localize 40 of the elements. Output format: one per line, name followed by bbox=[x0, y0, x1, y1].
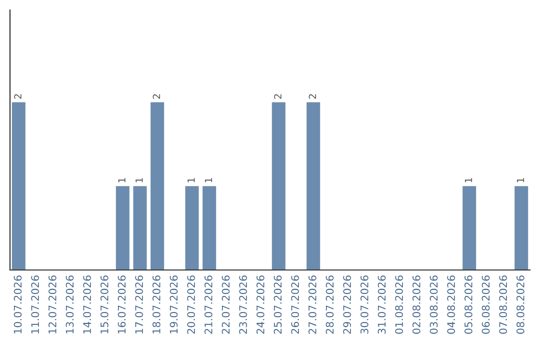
x-tick-label: 25.07.2026 bbox=[274, 276, 282, 334]
x-tick-label: 05.08.2026 bbox=[464, 276, 472, 334]
x-tick-label: 31.07.2026 bbox=[378, 276, 386, 334]
x-tick-label: 10.07.2026 bbox=[14, 276, 22, 334]
x-tick-label: 11.07.2026 bbox=[31, 276, 40, 334]
x-tick-label: 30.07.2026 bbox=[360, 276, 368, 334]
x-tick-label: 17.07.2026 bbox=[135, 276, 144, 334]
x-tick-label: 02.08.2026 bbox=[412, 276, 420, 334]
x-tick-label: 14.07.2026 bbox=[83, 276, 92, 334]
x-tick-label: 04.08.2026 bbox=[447, 276, 456, 334]
x-tick-label: 18.07.2026 bbox=[152, 276, 160, 334]
x-tick-label: 23.07.2026 bbox=[239, 276, 248, 334]
x-tick-label: 06.08.2026 bbox=[482, 276, 490, 334]
data-label: 2 bbox=[308, 94, 316, 99]
x-tick-label: 07.08.2026 bbox=[499, 276, 508, 334]
x-tick-label: 16.07.2026 bbox=[118, 276, 126, 334]
x-tick-label: 08.08.2026 bbox=[516, 276, 524, 334]
data-label: 2 bbox=[14, 94, 22, 99]
x-tick-label: 01.08.2026 bbox=[395, 276, 404, 334]
x-tick-label: 28.07.2026 bbox=[326, 276, 334, 334]
x-tick-label: 03.08.2026 bbox=[430, 276, 438, 334]
x-tick-label: 22.07.2026 bbox=[222, 276, 230, 334]
x-tick-label: 27.07.2026 bbox=[308, 276, 316, 334]
x-tick-label: 12.07.2026 bbox=[48, 276, 56, 334]
data-label: 2 bbox=[152, 94, 160, 99]
data-label: 1 bbox=[118, 178, 126, 182]
x-tick-label: 24.07.2026 bbox=[256, 276, 264, 334]
x-tick-label: 21.07.2026 bbox=[204, 276, 212, 334]
data-label: 2 bbox=[274, 94, 282, 99]
x-tick-label: 29.07.2026 bbox=[343, 276, 352, 334]
data-label: 1 bbox=[516, 178, 524, 182]
x-tick-label: 20.07.2026 bbox=[187, 276, 196, 334]
x-tick-label: 19.07.2026 bbox=[170, 276, 178, 334]
x-tick-label: 13.07.2026 bbox=[66, 276, 74, 334]
x-tick-label: 26.07.2026 bbox=[291, 276, 300, 334]
data-label: 1 bbox=[204, 178, 212, 182]
data-label: 1 bbox=[188, 178, 195, 182]
x-tick-label: 15.07.2026 bbox=[100, 276, 108, 334]
data-label: 1 bbox=[136, 178, 143, 182]
data-label: 1 bbox=[464, 178, 472, 182]
